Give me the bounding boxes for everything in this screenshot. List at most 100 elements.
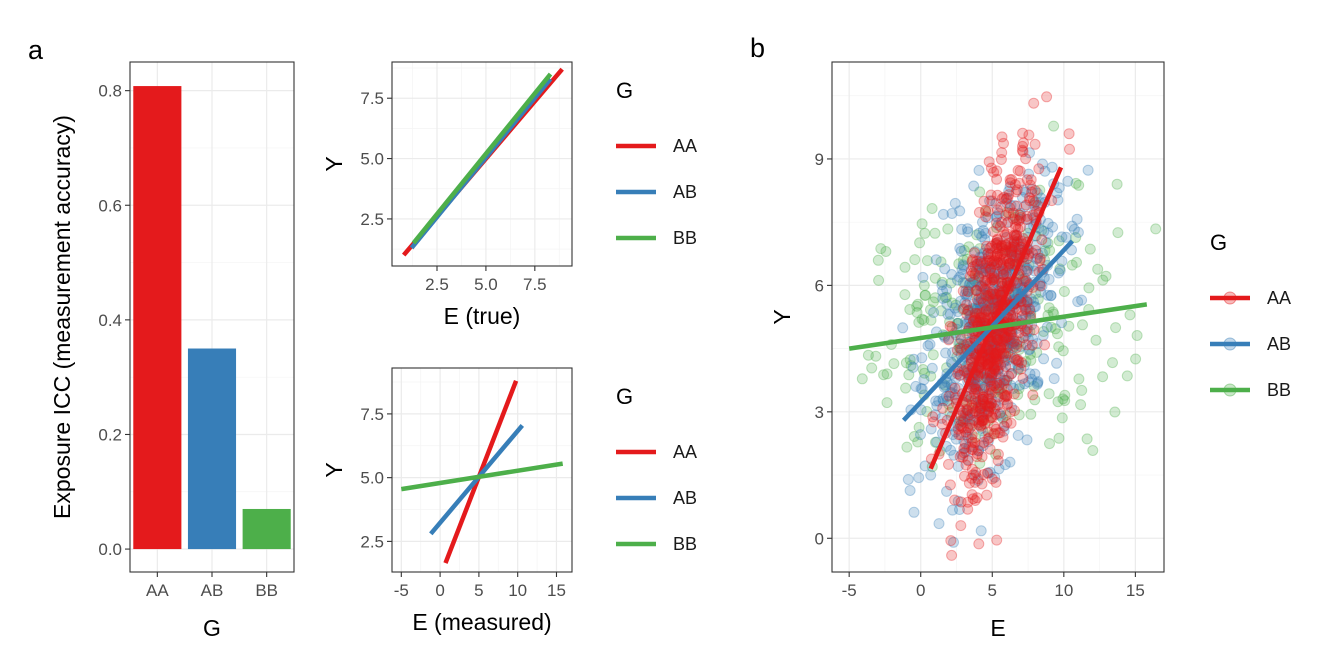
point-ab bbox=[990, 197, 1002, 209]
point-aa bbox=[1020, 276, 1032, 287]
point-ab bbox=[1011, 237, 1023, 248]
point-bb bbox=[856, 373, 868, 385]
point-ab bbox=[1009, 200, 1021, 212]
point-ab bbox=[928, 307, 940, 318]
point-aa bbox=[988, 166, 1000, 178]
point-aa bbox=[978, 391, 990, 403]
point-bb bbox=[888, 358, 900, 370]
point-bb bbox=[976, 400, 988, 412]
point-aa bbox=[970, 285, 982, 297]
point-aa bbox=[973, 538, 985, 550]
point-aa bbox=[984, 356, 996, 368]
point-ab bbox=[998, 374, 1010, 386]
point-ab bbox=[1020, 275, 1032, 287]
point-ab bbox=[964, 313, 976, 325]
point-bb bbox=[967, 419, 978, 431]
x-axis-label: G bbox=[203, 615, 221, 641]
point-bb bbox=[1012, 364, 1024, 376]
point-aa bbox=[981, 358, 993, 370]
point-aa bbox=[993, 379, 1005, 391]
point-ab bbox=[946, 382, 958, 394]
point-bb bbox=[969, 310, 981, 322]
point-aa bbox=[970, 383, 982, 395]
point-aa bbox=[949, 494, 961, 506]
point-aa bbox=[1018, 137, 1029, 149]
point-aa bbox=[1020, 153, 1032, 165]
point-aa bbox=[1005, 245, 1017, 257]
point-ab bbox=[975, 525, 987, 537]
point-ab bbox=[954, 242, 966, 254]
point-aa bbox=[986, 302, 998, 314]
bar-bb bbox=[242, 508, 291, 550]
legend-label: BB bbox=[673, 534, 697, 554]
point-aa bbox=[983, 358, 994, 370]
point-aa bbox=[982, 248, 994, 259]
point-ab bbox=[1018, 201, 1030, 213]
point-ab bbox=[962, 288, 973, 300]
point-aa bbox=[984, 277, 996, 288]
point-ab bbox=[933, 395, 945, 407]
point-aa bbox=[983, 400, 995, 412]
point-aa bbox=[1001, 228, 1013, 240]
point-ab bbox=[980, 353, 992, 365]
point-ab bbox=[944, 308, 956, 320]
point-aa bbox=[973, 307, 985, 319]
point-aa bbox=[1001, 389, 1013, 401]
point-aa bbox=[988, 267, 1000, 279]
point-ab bbox=[957, 259, 969, 271]
point-aa bbox=[1006, 249, 1018, 261]
point-aa bbox=[977, 297, 989, 309]
point-aa bbox=[988, 273, 1000, 285]
point-aa bbox=[1010, 354, 1022, 366]
point-aa bbox=[990, 423, 1002, 435]
point-aa bbox=[1016, 304, 1028, 316]
point-ab bbox=[982, 390, 994, 402]
point-ab bbox=[982, 248, 994, 260]
point-ab bbox=[981, 300, 993, 312]
point-ab bbox=[1012, 429, 1024, 441]
point-ab bbox=[1056, 231, 1068, 243]
point-aa bbox=[1034, 255, 1046, 267]
point-ab bbox=[1011, 283, 1022, 295]
point-ab bbox=[999, 330, 1011, 342]
point-aa bbox=[982, 393, 993, 405]
point-bb bbox=[990, 448, 1002, 460]
point-ab bbox=[991, 336, 1003, 348]
point-ab bbox=[974, 251, 986, 263]
point-aa bbox=[982, 360, 994, 372]
point-aa bbox=[984, 374, 996, 386]
point-ab bbox=[975, 287, 987, 299]
point-aa bbox=[954, 369, 966, 381]
point-ab bbox=[947, 429, 959, 441]
point-aa bbox=[989, 403, 1000, 414]
point-aa bbox=[979, 418, 991, 430]
point-bb bbox=[997, 352, 1009, 364]
point-ab bbox=[962, 305, 974, 317]
point-aa bbox=[986, 272, 998, 284]
point-aa bbox=[971, 255, 983, 267]
point-aa bbox=[978, 412, 989, 424]
point-ab bbox=[1004, 337, 1016, 349]
point-ab bbox=[984, 369, 996, 381]
point-ab bbox=[1001, 333, 1013, 345]
point-aa bbox=[980, 278, 992, 289]
point-aa bbox=[988, 421, 1000, 432]
point-aa bbox=[1024, 179, 1036, 191]
point-aa bbox=[970, 397, 982, 409]
point-ab bbox=[1019, 299, 1030, 311]
point-ab bbox=[956, 264, 968, 276]
point-bb bbox=[1076, 384, 1088, 396]
point-aa bbox=[985, 353, 997, 365]
point-aa bbox=[966, 407, 978, 419]
point-aa bbox=[1021, 210, 1033, 222]
point-aa bbox=[1000, 245, 1012, 256]
point-bb bbox=[939, 292, 951, 304]
point-ab bbox=[984, 376, 995, 388]
point-ab bbox=[974, 302, 986, 313]
point-aa bbox=[969, 312, 981, 324]
point-bb bbox=[1024, 326, 1036, 338]
point-bb bbox=[925, 304, 936, 316]
point-bb bbox=[878, 369, 890, 381]
point-ab bbox=[976, 407, 988, 419]
